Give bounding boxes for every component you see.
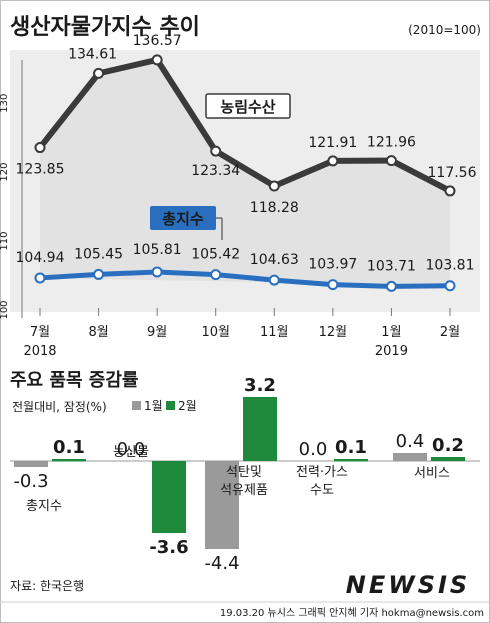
y-tick-label: 120 [0, 163, 10, 182]
data-point [34, 272, 46, 284]
bar-category-label: 석탄및 [226, 465, 262, 480]
series-tag-label: 총지수 [162, 210, 204, 228]
data-point [210, 145, 222, 157]
bar-category-label: 수도 [310, 483, 334, 498]
year-label: 2019 [375, 344, 408, 359]
y-tick-label: 110 [0, 232, 10, 251]
x-tick-label: 9월 [147, 325, 167, 340]
x-tick-label: 7월 [30, 325, 50, 340]
data-point [385, 155, 397, 167]
x-tick-label: 2월 [440, 325, 460, 340]
page-title: 생산자물가지수 추이 [10, 15, 200, 40]
bar [52, 459, 86, 462]
y-tick-label: 100 [0, 300, 10, 319]
x-tick-label: 11월 [260, 325, 289, 340]
data-label: 104.63 [250, 252, 299, 268]
data-label: 123.34 [191, 163, 240, 179]
bar-category-label: 총지수 [26, 499, 62, 514]
data-label: 105.81 [133, 242, 182, 258]
data-point [210, 269, 222, 281]
base-note: (2010=100) [408, 23, 481, 37]
data-point [268, 274, 280, 286]
data-label: 134.61 [68, 46, 117, 62]
series-tag-label: 농림수산 [220, 98, 275, 116]
bar-value-label: 0.4 [396, 431, 425, 452]
series-tag-total: 총지수 [150, 206, 223, 240]
y-tick-label: 130 [0, 94, 10, 113]
bar-category-label: 전력·가스 [296, 465, 348, 480]
bar [14, 461, 48, 467]
bar-value-label: 0.0 [117, 439, 146, 460]
bar-category-label: 농산물 [113, 445, 149, 460]
bar [152, 461, 186, 533]
bar [243, 397, 277, 461]
legend-label-feb: 2월 [178, 399, 197, 413]
data-point [93, 67, 105, 79]
bar [205, 461, 239, 549]
bar-value-label: -0.3 [13, 471, 48, 492]
data-point [327, 155, 339, 167]
data-label: 118.28 [250, 200, 299, 216]
data-label: 121.96 [367, 135, 416, 151]
bar [334, 459, 368, 462]
bar-value-label: -4.4 [204, 553, 239, 574]
bar-value-label: 0.0 [299, 439, 328, 460]
bar-value-label: 3.2 [244, 375, 276, 396]
data-point [268, 180, 280, 192]
bar [393, 453, 427, 461]
credit-line: 19.03.20 뉴시스 그래픽 안지혜 기자 hokma@newsis.com [220, 607, 484, 619]
series-tag-box [205, 93, 291, 119]
data-point [93, 268, 105, 280]
bar-chart-title: 주요 품목 증감률 [10, 370, 138, 391]
bar-value-label: 0.1 [335, 437, 367, 458]
legend-swatch-jan [132, 401, 141, 410]
data-label: 105.42 [191, 247, 240, 263]
bar-value-label: 0.1 [53, 437, 85, 458]
data-label: 103.97 [308, 257, 357, 273]
data-label: 136.57 [133, 33, 182, 49]
year-label: 2018 [23, 344, 56, 359]
data-point [151, 54, 163, 66]
series-line [39, 269, 451, 289]
data-label: 117.56 [428, 165, 477, 181]
bar-category-label: 서비스 [414, 466, 450, 481]
series-line [37, 56, 452, 194]
watermark: NEWSIS [346, 571, 470, 599]
x-tick-label: 10월 [201, 325, 230, 340]
bar-chart-section: 주요 품목 증감률 전월대비, 잠정(%) 1월 2월 -0.30.1총지수0.… [10, 370, 480, 574]
bar-category-label: 석유제품 [220, 483, 268, 498]
bar [431, 457, 465, 461]
data-label: 103.71 [367, 258, 416, 274]
data-point [444, 280, 456, 292]
bar-chart-subtitle: 전월대비, 잠정(%) [12, 400, 107, 414]
data-label: 104.94 [16, 250, 65, 266]
data-label: 103.81 [426, 258, 475, 274]
series-tag-agri: 농림수산 [205, 93, 291, 119]
legend-swatch-feb [166, 401, 175, 410]
data-point [444, 185, 456, 197]
data-label: 105.45 [74, 246, 123, 262]
data-point [151, 266, 163, 278]
series-tag-box [150, 206, 216, 230]
data-label: 121.91 [308, 135, 357, 151]
source-note: 자료: 한국은행 [10, 578, 84, 593]
data-point [385, 280, 397, 292]
line-chart: 100 110 120 130 7월 8월 9월 10월 11월 12월 1월 2월 2018 2019 1… [0, 33, 480, 359]
bar-value-label: -3.6 [149, 537, 188, 558]
data-point [34, 142, 46, 154]
series-area [40, 59, 450, 286]
x-tick-label: 8월 [88, 325, 108, 340]
x-tick-label: 1월 [381, 325, 401, 340]
data-point [327, 279, 339, 291]
legend-label-jan: 1월 [144, 399, 163, 413]
x-tick-label: 12월 [319, 325, 348, 340]
bar-value-label: 0.2 [432, 435, 464, 456]
data-label: 123.85 [16, 162, 65, 178]
